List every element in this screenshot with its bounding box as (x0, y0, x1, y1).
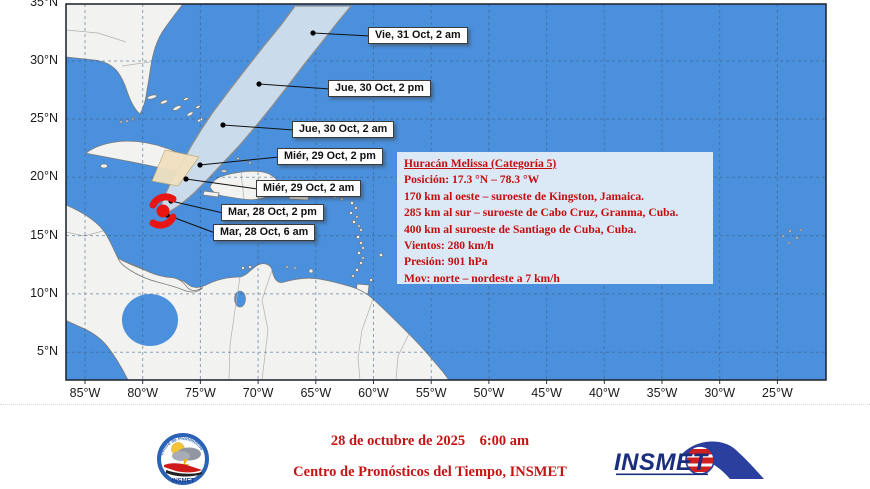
x-tick-label: 55°W (415, 386, 447, 400)
storm-info-line: Posición: 17.3 °N – 78.3 °W (404, 173, 540, 187)
land-panama-isthmus (117, 257, 204, 293)
x-tick-label: 65°W (300, 386, 332, 400)
x-tick-label: 25°W (762, 386, 793, 400)
track-point-dot (256, 81, 262, 87)
x-tick-label: 75°W (185, 386, 216, 400)
track-point-label: Jue, 30 Oct, 2 am (292, 121, 395, 138)
storm-info-line: Presión: 901 hPa (404, 255, 488, 269)
land-isla-juventud (100, 163, 108, 169)
land-usa-florida (66, 4, 184, 115)
y-tick-label: 35°N (30, 0, 58, 9)
x-tick-label: 35°W (646, 386, 678, 400)
storm-title: Huracán Melissa (Categoría 5) (404, 157, 557, 170)
land-cape-verde (781, 228, 803, 245)
land-lesser-antilles (241, 194, 384, 295)
x-tick-label: 80°W (127, 386, 159, 400)
issue-datetime: 28 de octubre de 2025 6:00 am (330, 433, 530, 449)
track-point-dot (183, 176, 189, 182)
land-tortuga (220, 169, 228, 173)
y-tick-label: 30°N (30, 53, 58, 67)
leader-line (258, 83, 331, 90)
storm-info-line: 170 km al oeste – suroeste de Kingston, … (404, 189, 645, 203)
land-haiti-peninsula (202, 190, 220, 198)
y-tick-label: 15°N (30, 227, 58, 242)
y-tick-label: 10°N (30, 285, 58, 300)
map-border (65, 3, 827, 381)
x-tick-label: 85°W (69, 386, 101, 400)
forecast-cone (158, 5, 352, 213)
hurricane-icon (149, 193, 177, 229)
x-tick-label: 50°W (473, 386, 505, 400)
track-point-dot (220, 122, 226, 128)
track-point-dot (197, 162, 203, 168)
track-point-label: Mar, 28 Oct, 2 pm (221, 204, 324, 221)
insmet-seal-logo: Centro de Pronósticos INSMET (157, 433, 209, 485)
x-tick-label: 70°W (242, 386, 274, 400)
divider-rule (0, 404, 870, 405)
leader-line (185, 178, 259, 190)
insmet-logo-text: INSMET (614, 449, 710, 476)
x-tick-label: 40°W (588, 386, 620, 400)
y-tick-label: 20°N (30, 169, 58, 184)
seal-text: INSMET (172, 479, 195, 485)
track-point-label: Jue, 30 Oct, 2 pm (328, 80, 431, 97)
track-point-label: Mar, 28 Oct, 6 am (213, 224, 316, 241)
x-tick-label: 60°W (358, 386, 389, 400)
leader-line (312, 32, 371, 37)
pacific-gulf (122, 294, 178, 346)
storm-info-line: 400 km al suroeste de Santiago de Cuba, … (404, 222, 637, 236)
leader-line (170, 200, 224, 214)
storm-info-line: Vientos: 280 km/h (404, 239, 494, 253)
track-point-label: Vie, 31 Oct, 2 am (368, 27, 468, 44)
political-borders (66, 29, 410, 380)
x-tick-label: 45°W (531, 386, 562, 400)
storm-info-line: 285 km al sur – suroeste de Cabo Cruz, G… (404, 206, 679, 220)
warning-area-cuba (151, 149, 200, 187)
leader-line (222, 124, 295, 131)
track-point-dot (310, 30, 316, 36)
track-point-label: Miér, 29 Oct, 2 pm (277, 148, 383, 165)
insmet-logo: INSMET (614, 441, 764, 479)
track-point-label: Miér, 29 Oct, 2 am (256, 180, 362, 197)
storm-info-line: Mov: norte – nordeste a 7 km/h (404, 271, 560, 285)
storm-info-box: Huracán Melissa (Categoría 5) Posición: … (397, 152, 713, 285)
leader-line (199, 156, 280, 166)
x-tick-label: 30°W (704, 386, 736, 400)
y-tick-label: 5°N (37, 344, 58, 359)
issuing-office: Centro de Pronósticos del Tiempo, INSMET (293, 464, 567, 480)
y-tick-label: 25°N (30, 111, 58, 125)
